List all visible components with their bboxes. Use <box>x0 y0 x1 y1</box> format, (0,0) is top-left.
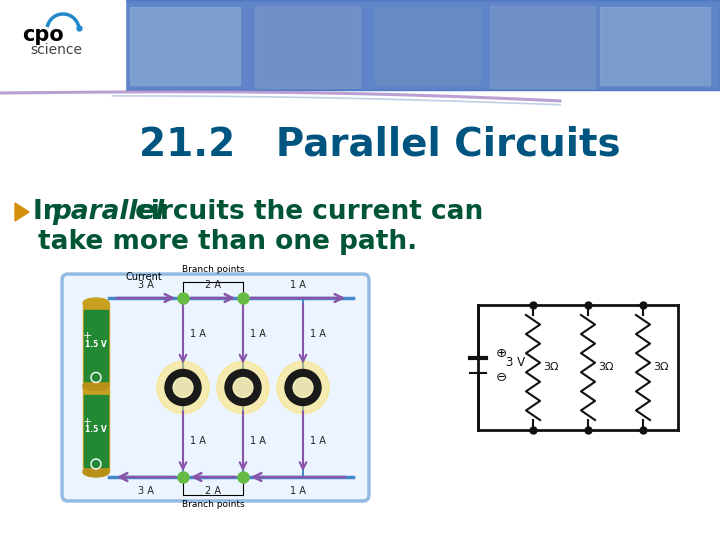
Text: science: science <box>30 43 82 57</box>
Circle shape <box>225 369 261 406</box>
Text: Current: Current <box>126 272 163 282</box>
Text: 1 A: 1 A <box>250 436 266 446</box>
Text: 2 A: 2 A <box>205 486 221 496</box>
Ellipse shape <box>83 381 109 390</box>
Text: Branch points: Branch points <box>181 265 244 274</box>
Text: 1 A: 1 A <box>190 329 206 339</box>
Text: parallel: parallel <box>52 199 164 225</box>
FancyBboxPatch shape <box>62 274 369 501</box>
Text: 1 A: 1 A <box>290 486 306 496</box>
Text: 3 V: 3 V <box>506 356 525 369</box>
Ellipse shape <box>83 467 109 477</box>
Circle shape <box>233 377 253 397</box>
Text: 21.2   Parallel Circuits: 21.2 Parallel Circuits <box>139 126 621 164</box>
Bar <box>130 7 240 85</box>
Text: 3 A: 3 A <box>138 486 154 496</box>
Text: 2 A: 2 A <box>205 280 221 290</box>
Text: +: + <box>82 417 91 427</box>
Circle shape <box>217 361 269 414</box>
Bar <box>0 0 720 90</box>
Text: circuits the current can: circuits the current can <box>126 199 483 225</box>
Bar <box>255 6 360 88</box>
Text: ⊕: ⊕ <box>496 347 507 360</box>
Bar <box>120 0 720 90</box>
Bar <box>83 388 109 472</box>
Circle shape <box>165 369 201 406</box>
Circle shape <box>173 377 193 397</box>
Bar <box>375 7 480 85</box>
Text: 3Ω: 3Ω <box>598 362 613 373</box>
Bar <box>84 395 108 467</box>
Ellipse shape <box>83 382 109 393</box>
Text: In: In <box>33 199 71 225</box>
Text: 1 A: 1 A <box>190 436 206 446</box>
Text: ⊖: ⊖ <box>496 371 507 384</box>
Text: 1 A: 1 A <box>310 329 326 339</box>
Ellipse shape <box>83 298 109 308</box>
Circle shape <box>157 361 209 414</box>
Bar <box>84 310 108 381</box>
Text: 1.5 V: 1.5 V <box>85 426 107 434</box>
Circle shape <box>277 361 329 414</box>
Polygon shape <box>15 203 29 221</box>
Circle shape <box>285 369 321 406</box>
Text: 1 A: 1 A <box>290 280 306 290</box>
Text: 3 A: 3 A <box>138 280 154 290</box>
Text: take more than one path.: take more than one path. <box>38 229 418 255</box>
Bar <box>490 6 595 88</box>
Text: 1 A: 1 A <box>310 436 326 446</box>
Text: Branch points: Branch points <box>181 500 244 509</box>
Text: cpo: cpo <box>22 25 64 45</box>
Bar <box>83 303 109 386</box>
Bar <box>0 0 125 90</box>
Bar <box>600 7 710 85</box>
Text: 1.5 V: 1.5 V <box>85 340 107 349</box>
Text: 1 A: 1 A <box>250 329 266 339</box>
Text: 3Ω: 3Ω <box>653 362 668 373</box>
Text: +: + <box>82 331 91 341</box>
Text: 3Ω: 3Ω <box>543 362 559 373</box>
Circle shape <box>293 377 313 397</box>
